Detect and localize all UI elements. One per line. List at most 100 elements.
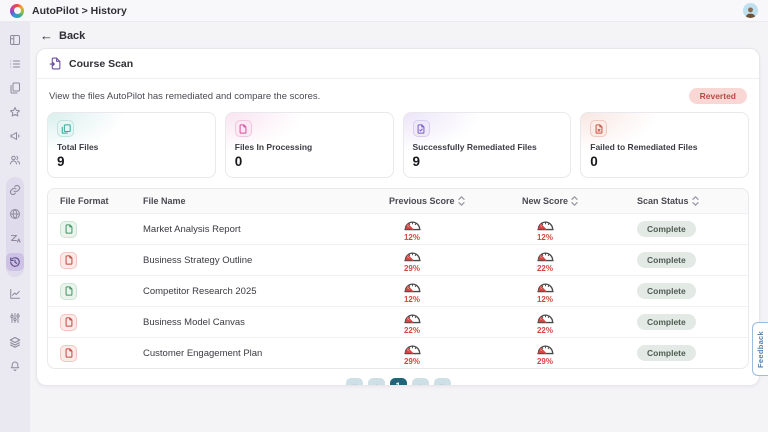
stat-label: Files In Processing (234, 142, 313, 152)
pagination-first-button[interactable]: « (345, 378, 363, 385)
scan-status-badge: Complete (637, 283, 696, 299)
table-row[interactable]: Business Strategy Outline 29% 22% Comple… (48, 244, 748, 275)
file-processing-icon (234, 120, 252, 137)
previous-score-value: 29% (403, 264, 420, 273)
file-check-icon (412, 120, 430, 137)
stat-value: 9 (57, 154, 65, 169)
file-name: Business Model Canvas (143, 316, 245, 328)
gauge-icon (403, 314, 421, 324)
back-arrow-icon: ← (40, 28, 53, 43)
previous-score-gauge: 22% (389, 307, 435, 337)
stat-label: Failed to Remediated Files (590, 142, 698, 152)
announcements-icon[interactable] (6, 127, 24, 145)
file-format-icon (60, 220, 77, 238)
previous-score-gauge: 12% (389, 214, 435, 244)
pagination-prev-button[interactable]: ‹ (367, 378, 385, 385)
sort-icon[interactable] (571, 196, 578, 206)
language-icon[interactable] (6, 229, 24, 247)
previous-score-gauge: 12% (389, 276, 435, 306)
feedback-tab[interactable]: Feedback (752, 322, 768, 376)
new-score-gauge: 22% (522, 307, 568, 337)
gauge-icon (403, 345, 421, 355)
dashboard-icon[interactable] (6, 31, 24, 49)
stat-label: Successfully Remediated Files (412, 142, 537, 152)
stat-label: Total Files (57, 142, 99, 152)
feedback-label: Feedback (756, 330, 765, 368)
gauge-icon (536, 314, 554, 324)
pagination-page-1[interactable]: 1 (389, 378, 407, 385)
reverted-badge: Reverted (688, 88, 747, 104)
top-bar: AutoPilot > History (0, 0, 768, 22)
file-name: Market Analysis Report (143, 223, 241, 235)
header-file-name: File Name (143, 196, 186, 206)
file-x-icon (590, 120, 608, 137)
layers-icon[interactable] (6, 333, 24, 351)
new-score-value: 22% (536, 326, 553, 335)
stat-value: 9 (412, 154, 421, 169)
stats-row: Total Files 9 Files In Processing 0 Succ… (37, 111, 759, 188)
main-content: ← Back Course Scan View the files AutoPi… (30, 22, 768, 432)
new-score-value: 22% (536, 264, 553, 273)
table-row[interactable]: Business Model Canvas 22% 22% Complete (48, 306, 748, 337)
gauge-icon (403, 283, 421, 293)
table-row[interactable]: Competitor Research 2025 12% 12% Complet… (48, 275, 748, 306)
integrations-link-icon[interactable] (6, 181, 24, 199)
back-button[interactable]: ← Back (36, 26, 760, 48)
gauge-icon (403, 221, 421, 231)
analytics-chart-icon[interactable] (6, 285, 24, 303)
globe-icon[interactable] (6, 205, 24, 223)
header-scan-status[interactable]: Scan Status (637, 196, 748, 206)
previous-score-value: 12% (403, 295, 420, 304)
autopilot-logo-icon (10, 3, 24, 18)
stat-value: 0 (234, 154, 243, 169)
new-score-gauge: 12% (522, 214, 568, 244)
previous-score-value: 22% (403, 326, 420, 335)
header-new-score[interactable]: New Score (522, 196, 637, 206)
file-format-icon (60, 313, 77, 331)
table-row[interactable]: Customer Engagement Plan 29% 29% Complet… (48, 337, 748, 368)
user-avatar[interactable] (743, 3, 758, 18)
header-previous-score[interactable]: Previous Score (389, 196, 522, 206)
gauge-icon (536, 345, 554, 355)
new-score-gauge: 12% (522, 276, 568, 306)
panel-title: Course Scan (69, 57, 134, 70)
panel-description-row: View the files AutoPilot has remediated … (37, 79, 759, 111)
history-icon[interactable] (6, 253, 24, 271)
sort-icon[interactable] (691, 196, 699, 206)
header-file-format: File Format (60, 196, 109, 206)
stat-card-failed-files: Failed to Remediated Files 0 (580, 112, 749, 178)
sidebar (0, 22, 30, 432)
scan-status-badge: Complete (637, 252, 696, 268)
new-score-value: 29% (536, 357, 553, 366)
scan-status-badge: Complete (637, 314, 696, 330)
sidebar-bottom-group (6, 285, 24, 381)
favorites-star-icon[interactable] (6, 103, 24, 121)
new-score-value: 12% (536, 295, 553, 304)
file-format-icon (60, 344, 77, 362)
filters-sliders-icon[interactable] (6, 309, 24, 327)
new-score-gauge: 29% (522, 338, 568, 368)
users-icon[interactable] (6, 151, 24, 169)
pagination-last-button[interactable]: » (433, 378, 451, 385)
course-scan-icon (49, 57, 61, 70)
back-label: Back (59, 29, 86, 42)
previous-score-gauge: 29% (389, 338, 435, 368)
scan-status-badge: Complete (637, 345, 696, 361)
documents-icon[interactable] (6, 79, 24, 97)
file-name: Competitor Research 2025 (143, 285, 257, 297)
course-scan-panel: Course Scan View the files AutoPilot has… (36, 48, 760, 386)
gauge-icon (536, 221, 554, 231)
stat-card-remediated-files: Successfully Remediated Files 9 (402, 112, 572, 178)
checklist-icon[interactable] (6, 55, 24, 73)
table-row[interactable]: Market Analysis Report 12% 12% Complete (48, 213, 748, 244)
stat-value: 0 (590, 154, 598, 169)
gauge-icon (536, 252, 554, 262)
scan-status-badge: Complete (637, 221, 696, 237)
sidebar-tools-group (6, 177, 24, 277)
sort-icon[interactable] (457, 196, 465, 206)
notifications-bell-icon[interactable] (6, 357, 24, 375)
gauge-icon (536, 283, 554, 293)
table-header-row: File Format File Name Previous Score New… (48, 189, 748, 213)
pagination: « ‹ 1 › » (37, 369, 759, 385)
pagination-next-button[interactable]: › (411, 378, 429, 385)
